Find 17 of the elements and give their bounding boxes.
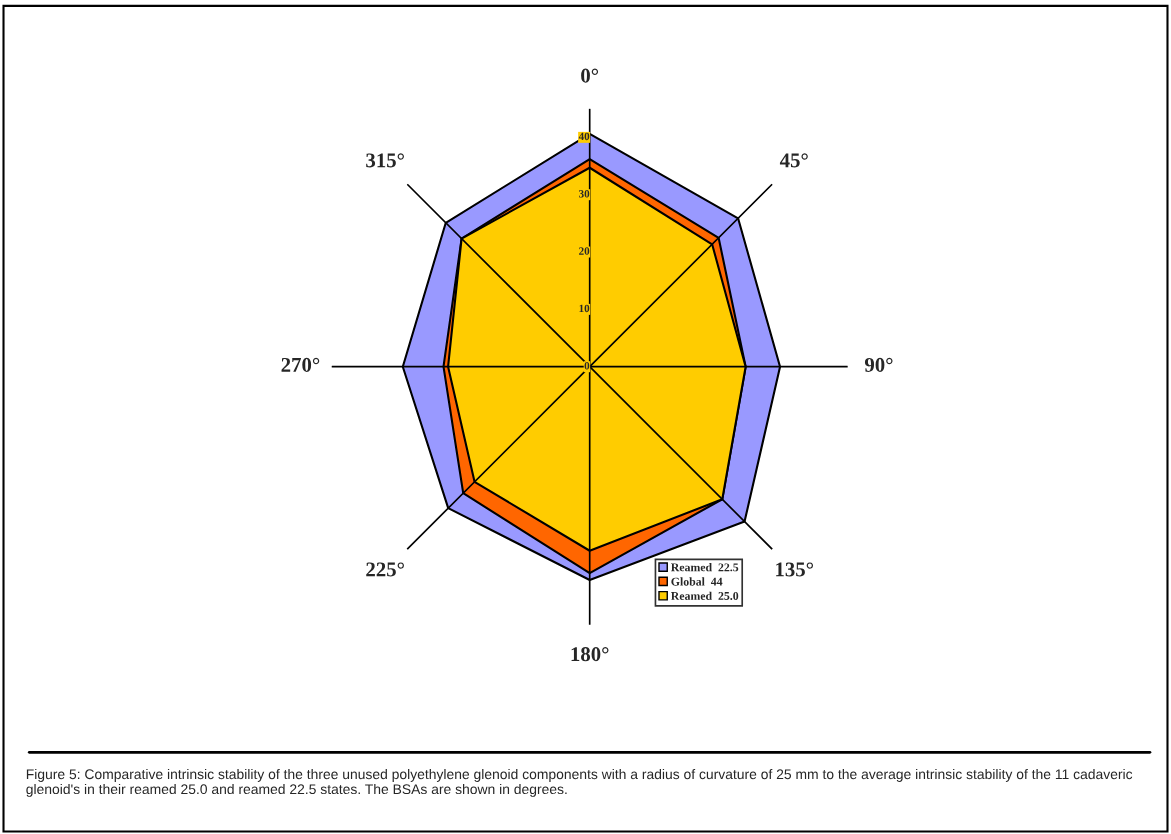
spoke-label: 225° <box>366 562 404 577</box>
spoke-label: 45° <box>779 153 808 168</box>
y-tick-label: 40 <box>578 132 590 141</box>
legend-label: Reamed 22.5 <box>671 563 739 572</box>
spoke-label: 315° <box>366 153 404 168</box>
legend-label: Reamed 25.0 <box>671 591 739 601</box>
caption: Figure 5: Comparative intrinsic stability of the three unused polyethylene glenoid components with a radius of curvature of 25 mm to the average intrinsic stability of the 11 cadaveric glenoid's in their reamed 25.0 and reamed 22.5 states. The BSAs are shown in degrees. <box>26 768 1133 797</box>
y-tick-label: 20 <box>579 247 590 255</box>
y-tick-label: 10 <box>579 304 590 313</box>
spoke-label: 180° <box>571 647 609 662</box>
y-tick-label: 30 <box>579 189 590 198</box>
spoke-label: 135° <box>776 562 814 577</box>
spoke-label: 270° <box>281 357 320 372</box>
y-tick-label: 0 <box>584 361 590 370</box>
spoke-label: 0° <box>581 68 599 83</box>
spoke-label: 90° <box>864 357 893 372</box>
legend-label: Global 44 <box>671 577 723 586</box>
